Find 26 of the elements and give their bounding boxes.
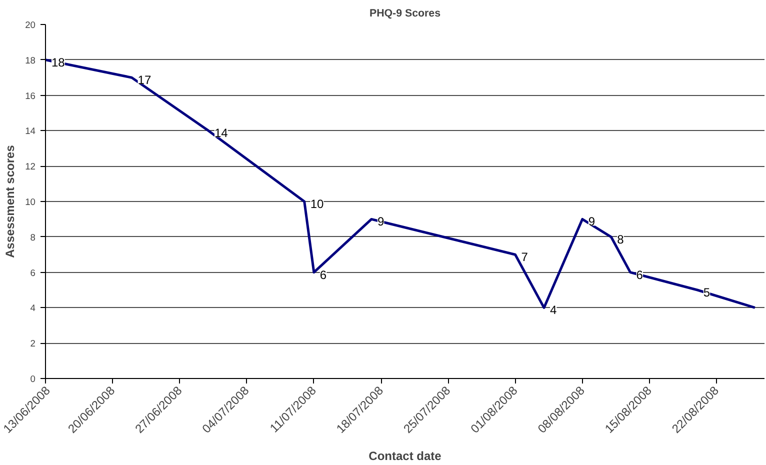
data-label: 6 bbox=[320, 268, 327, 282]
data-label: 18 bbox=[52, 55, 66, 70]
y-tick-label: 6 bbox=[30, 268, 36, 278]
data-label: 14 bbox=[214, 126, 228, 140]
y-tick-label: 0 bbox=[30, 374, 36, 384]
data-label: 7 bbox=[521, 250, 528, 264]
data-label: 10 bbox=[310, 197, 324, 211]
y-tick-label: 20 bbox=[25, 20, 36, 30]
data-label: 9 bbox=[377, 214, 384, 229]
y-tick-label: 18 bbox=[25, 55, 36, 66]
data-label: 6 bbox=[636, 268, 644, 282]
y-axis-title: Assessment scores bbox=[3, 144, 18, 258]
data-label: 8 bbox=[617, 232, 624, 246]
x-axis-title: Contact date bbox=[368, 448, 442, 463]
data-label: 5 bbox=[703, 286, 710, 300]
y-tick-label: 10 bbox=[25, 197, 36, 207]
y-tick-label: 14 bbox=[25, 126, 36, 136]
y-tick-label: 2 bbox=[30, 338, 36, 349]
y-tick-label: 12 bbox=[25, 162, 36, 172]
y-tick-label: 8 bbox=[30, 232, 36, 242]
data-label: 9 bbox=[588, 214, 596, 229]
chart-title: PHQ-9 Scores bbox=[369, 8, 441, 20]
y-tick-label: 16 bbox=[25, 90, 36, 101]
y-tick-label: 4 bbox=[30, 303, 36, 314]
data-label: 17 bbox=[138, 73, 152, 88]
data-label: 4 bbox=[550, 303, 558, 318]
